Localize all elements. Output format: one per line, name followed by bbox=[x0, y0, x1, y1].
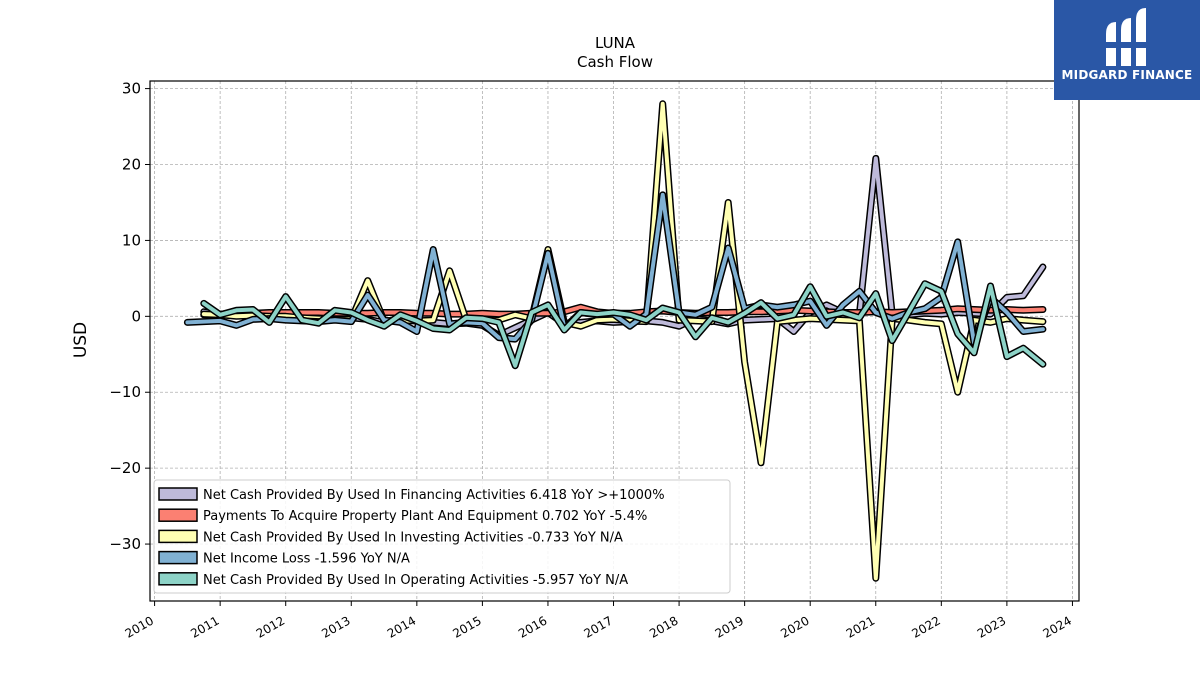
x-tick-label: 2018 bbox=[647, 613, 680, 640]
y-tick-label: −30 bbox=[109, 535, 141, 553]
y-tick-label: −20 bbox=[109, 459, 141, 477]
legend-label: Net Income Loss -1.596 YoY N/A bbox=[203, 552, 410, 567]
midgard-logo-icon bbox=[1104, 8, 1150, 66]
x-tick-label: 2020 bbox=[778, 613, 811, 640]
series-line-stroke bbox=[201, 281, 1045, 368]
x-tick-label: 2021 bbox=[844, 613, 877, 640]
chart-subtitle: Cash Flow bbox=[577, 53, 653, 71]
x-tick-label: 2014 bbox=[385, 613, 418, 640]
brand-name: MIDGARD FINANCE bbox=[1061, 68, 1193, 82]
legend-label: Net Cash Provided By Used In Financing A… bbox=[203, 488, 665, 503]
x-tick-label: 2024 bbox=[1040, 613, 1073, 640]
x-tick-label: 2017 bbox=[582, 613, 615, 640]
series-lines bbox=[183, 100, 1047, 582]
legend-swatch bbox=[158, 550, 198, 565]
y-tick-label: 30 bbox=[122, 80, 141, 98]
y-tick-label: −10 bbox=[109, 383, 141, 401]
x-tick-label: 2010 bbox=[123, 613, 156, 640]
x-tick-label: 2015 bbox=[450, 613, 483, 640]
y-axis-label: USD bbox=[71, 322, 91, 358]
legend-swatch bbox=[158, 572, 198, 586]
x-tick-label: 2022 bbox=[909, 613, 942, 640]
legend-box bbox=[153, 479, 731, 594]
legend-swatch bbox=[158, 487, 198, 501]
plot-frame bbox=[149, 80, 1080, 602]
y-tick-label: 0 bbox=[131, 307, 141, 325]
x-tick-label: 2012 bbox=[254, 613, 287, 640]
brand-logo: MIDGARD FINANCE bbox=[1054, 0, 1200, 100]
legend-swatch bbox=[158, 529, 198, 544]
legend: Net Cash Provided By Used In Financing A… bbox=[153, 479, 731, 594]
x-tick-label: 2019 bbox=[713, 613, 746, 640]
y-tick-label: 20 bbox=[122, 156, 141, 174]
grid-lines bbox=[150, 81, 1079, 601]
x-tick-label: 2013 bbox=[319, 613, 352, 640]
series-line-4 bbox=[200, 280, 1047, 370]
legend-label: Net Cash Provided By Used In Investing A… bbox=[203, 530, 623, 545]
legend-swatch bbox=[158, 508, 198, 522]
x-tick-label: 2016 bbox=[516, 613, 549, 640]
legend-label: Payments To Acquire Property Plant And E… bbox=[203, 509, 647, 524]
x-tick-label: 2023 bbox=[975, 613, 1008, 640]
chart-title: LUNA bbox=[595, 34, 636, 52]
x-tick-label: 2011 bbox=[188, 613, 221, 640]
legend-label: Net Cash Provided By Used In Operating A… bbox=[203, 573, 628, 588]
y-tick-label: 10 bbox=[122, 231, 141, 249]
